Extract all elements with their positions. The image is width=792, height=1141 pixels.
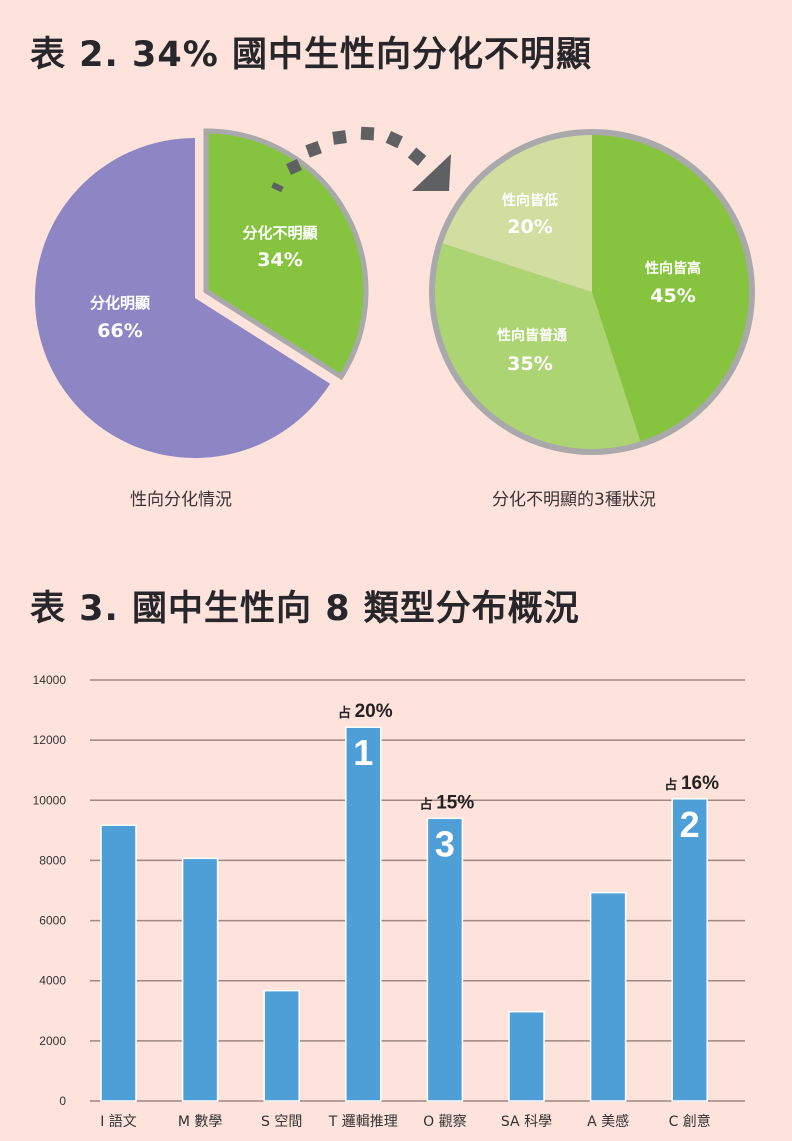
pie-unclear-breakdown: 性向皆低 20% 性向皆高 45% 性向皆普通 35% [429,129,755,455]
value-unclear: 34% [257,249,302,271]
label-unclear: 分化不明顯 [242,224,317,242]
x-category-label: I 語文 [100,1114,137,1130]
x-axis: I 語文 M 數學 S 空間 T 邏輯推理 O 觀察 SA 科學 A 美感 C 創意 [100,1113,711,1130]
y-tick-label: 4000 [39,974,66,988]
label-clear: 分化明顯 [90,294,150,312]
value-high: 45% [650,285,695,307]
pie-slice-unclear [203,128,369,381]
x-category-label: S 空間 [261,1114,302,1130]
table2-title: 表 2. 34% 國中生性向分化不明顯 [30,35,592,75]
x-category-label: A 美感 [587,1113,629,1130]
table3-title: 表 3. 國中生性向 8 類型分布概況 [30,589,580,629]
rank-number: 2 [680,804,700,845]
pie-slice-low [442,135,592,292]
share-annotation: 占 20% [338,701,393,722]
x-category-label: T 邏輯推理 [328,1114,398,1130]
y-tick-label: 0 [59,1094,66,1108]
label-low: 性向皆低 [502,192,558,209]
rank-number: 1 [353,732,373,773]
bar [100,824,137,1102]
x-category-label: O 觀察 [423,1113,466,1130]
y-tick-label: 14000 [33,673,67,687]
right-pie-caption: 分化不明顯的3種狀況 [492,490,656,510]
y-tick-label: 12000 [33,733,67,747]
bar [508,1010,545,1102]
bar-chart: 0 2000 4000 6000 8000 10000 12000 14000 I 語文 M 數… [33,673,745,1130]
label-high: 性向皆高 [645,260,701,277]
value-clear: 66% [97,320,142,342]
bars [100,726,708,1102]
bar [263,989,300,1102]
arrow-icon [271,126,451,193]
value-average: 35% [507,353,552,375]
y-tick-label: 6000 [39,914,66,928]
x-category-label: M 數學 [178,1114,223,1130]
share-annotation: 占 15% [420,792,475,813]
label-average: 性向皆普通 [497,327,567,344]
annotations: 1 占 20% 2 占 16% 3 占 15% [338,701,719,864]
bar [589,891,627,1102]
pie-differentiation: 分化明顯 66% 分化不明顯 34% [35,128,369,458]
value-low: 20% [507,216,552,238]
y-tick-label: 10000 [33,793,67,807]
pie-slice-average [434,243,641,450]
bar [345,726,382,1102]
y-tick-label: 8000 [39,853,66,867]
pie-slice-clear [35,138,331,458]
y-tick-label: 2000 [39,1034,66,1048]
rank-number: 3 [435,823,455,864]
pie-slice-high [592,135,750,442]
bar [671,798,708,1102]
share-annotation: 占 16% [664,773,719,794]
left-pie-caption: 性向分化情況 [130,490,232,510]
bar [181,857,219,1102]
x-category-label: C 創意 [669,1113,711,1130]
y-axis: 0 2000 4000 6000 8000 10000 12000 14000 [33,673,67,1108]
bar [426,817,464,1102]
x-category-label: SA 科學 [501,1114,552,1130]
